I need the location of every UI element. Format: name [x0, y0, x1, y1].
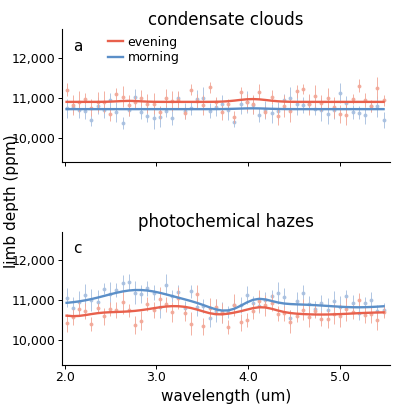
morning	[269, 298, 274, 303]
evening	[381, 310, 386, 315]
morning	[282, 301, 286, 306]
evening	[276, 99, 280, 104]
evening	[244, 307, 249, 312]
morning	[263, 106, 268, 111]
morning	[176, 106, 181, 111]
morning	[244, 300, 249, 305]
morning	[213, 106, 218, 111]
evening	[226, 311, 230, 316]
evening	[188, 305, 193, 310]
morning	[362, 106, 367, 111]
evening	[170, 304, 175, 309]
evening	[263, 98, 268, 103]
evening	[89, 99, 94, 104]
Line: evening: evening	[66, 306, 384, 316]
evening	[176, 99, 181, 104]
morning	[89, 297, 94, 302]
morning	[64, 300, 69, 305]
morning	[226, 308, 230, 313]
Text: limb depth (ppm): limb depth (ppm)	[4, 134, 19, 268]
morning	[381, 304, 386, 309]
morning	[220, 308, 224, 313]
X-axis label: wavelength (um): wavelength (um)	[161, 389, 291, 403]
Text: c: c	[74, 241, 82, 256]
evening	[213, 99, 218, 104]
Title: photochemical hazes: photochemical hazes	[138, 213, 314, 231]
evening	[251, 96, 256, 101]
Line: evening: evening	[66, 99, 384, 102]
Text: a: a	[74, 39, 83, 54]
evening	[64, 99, 69, 104]
morning	[276, 106, 280, 111]
morning	[132, 287, 137, 292]
evening	[70, 314, 75, 319]
evening	[282, 310, 286, 315]
evening	[95, 310, 100, 316]
evening	[381, 99, 386, 104]
morning	[89, 106, 94, 111]
evening	[269, 306, 274, 311]
Title: condensate clouds: condensate clouds	[148, 11, 304, 29]
Legend: evening, morning: evening, morning	[103, 31, 184, 69]
evening	[232, 98, 237, 103]
Line: morning: morning	[66, 290, 384, 310]
morning	[64, 106, 69, 111]
morning	[182, 297, 187, 302]
morning	[251, 106, 256, 111]
evening	[64, 313, 69, 318]
evening	[369, 99, 374, 104]
morning	[381, 106, 386, 111]
